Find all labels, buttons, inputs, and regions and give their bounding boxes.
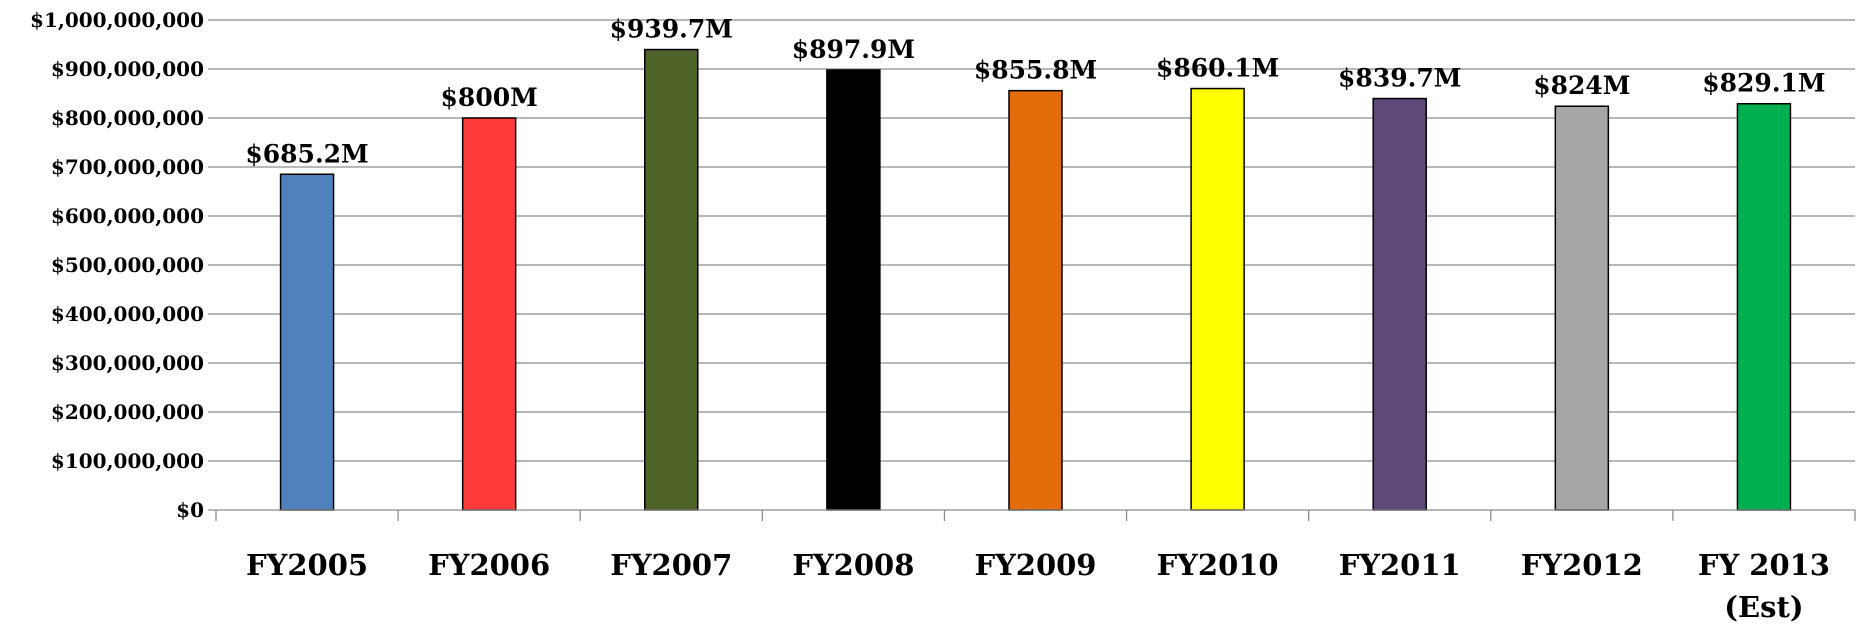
data-label-8: $829.1M [1702, 69, 1825, 98]
bar-2 [644, 48, 699, 511]
data-label-2: $939.7M [610, 15, 733, 44]
y-tick-label: $200,000,000 [51, 400, 204, 424]
bar-4 [1008, 89, 1063, 511]
category-label-7: FY2012 [1521, 548, 1643, 582]
y-tick-label: $700,000,000 [51, 155, 204, 179]
category-label-2: FY2007 [610, 548, 732, 582]
category-label-1: FY2006 [428, 548, 550, 582]
y-tick-label: $400,000,000 [51, 302, 204, 326]
category-label-3: FY2008 [792, 548, 914, 582]
bar-6 [1372, 97, 1427, 511]
data-label-5: $860.1M [1156, 54, 1279, 83]
y-axis-tick-labels: $0 $100,000,000 $200,000,000 $300,000,000 $4… [30, 8, 204, 522]
bar-7 [1554, 105, 1610, 511]
category-label-4: FY2009 [974, 548, 1096, 582]
data-labels: $685.2M $800M $939.7M $897.9M $855.8M $860.1M… [245, 15, 1825, 169]
data-label-1: $800M [441, 83, 538, 112]
x-axis [208, 509, 1856, 521]
bar-1 [461, 117, 517, 511]
bar-8 [1736, 102, 1792, 511]
bar-3 [826, 69, 881, 511]
category-label-5: FY2010 [1157, 548, 1279, 582]
data-label-4: $855.8M [974, 56, 1097, 85]
bar-0 [279, 173, 335, 511]
data-label-6: $839.7M [1338, 64, 1461, 93]
x-axis-category-labels: FY2005 FY2006 FY2007 FY2008 FY2009 FY2010 FY20… [246, 548, 1830, 624]
y-tick-label: $100,000,000 [51, 449, 204, 473]
data-label-3: $897.9M [792, 35, 915, 64]
category-label-0: FY2005 [246, 548, 368, 582]
category-label-6: FY2011 [1339, 548, 1461, 582]
bar-5 [1190, 87, 1245, 511]
y-tick-label: $300,000,000 [51, 351, 204, 375]
data-label-7: $824M [1533, 71, 1630, 100]
y-tick-label: $1,000,000,000 [30, 8, 204, 32]
y-tick-label: $500,000,000 [51, 253, 204, 277]
y-tick-label: $0 [176, 498, 204, 522]
y-tick-label: $600,000,000 [51, 204, 204, 228]
data-label-0: $685.2M [245, 139, 368, 168]
y-tick-label: $800,000,000 [51, 106, 204, 130]
category-label-8: FY 2013 [1698, 548, 1830, 582]
y-tick-label: $900,000,000 [51, 57, 204, 81]
bars [279, 48, 1792, 511]
category-label-8: (Est) [1724, 590, 1803, 624]
